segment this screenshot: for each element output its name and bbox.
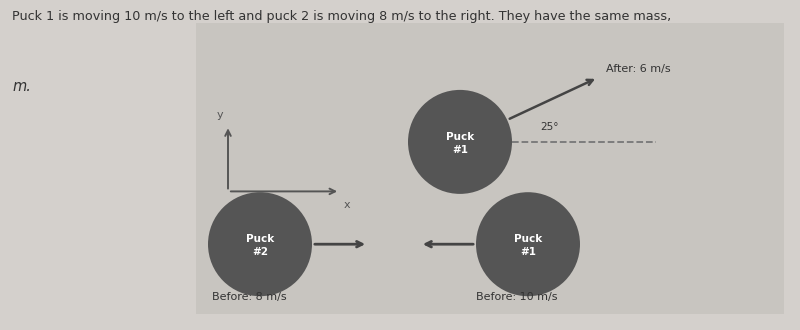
Text: #2: #2 [252, 248, 268, 257]
Text: #1: #1 [520, 248, 536, 257]
Text: Puck: Puck [246, 234, 274, 244]
Text: 25°: 25° [540, 122, 558, 132]
Text: Before: 8 m/s: Before: 8 m/s [212, 292, 286, 302]
Bar [196, 23, 784, 314]
Text: x: x [344, 200, 350, 210]
Text: Before: 10 m/s: Before: 10 m/s [476, 292, 558, 302]
Ellipse shape [208, 192, 312, 296]
Text: m.: m. [12, 79, 31, 94]
Text: Puck 1 is moving 10 m/s to the left and puck 2 is moving 8 m/s to the right. The: Puck 1 is moving 10 m/s to the left and … [12, 10, 671, 23]
Text: Puck: Puck [514, 234, 542, 244]
Ellipse shape [476, 192, 580, 296]
Text: #1: #1 [452, 145, 468, 155]
Ellipse shape [408, 90, 512, 194]
Text: After: 6 m/s: After: 6 m/s [606, 64, 670, 74]
Text: y: y [217, 111, 223, 120]
Text: Puck: Puck [446, 132, 474, 142]
